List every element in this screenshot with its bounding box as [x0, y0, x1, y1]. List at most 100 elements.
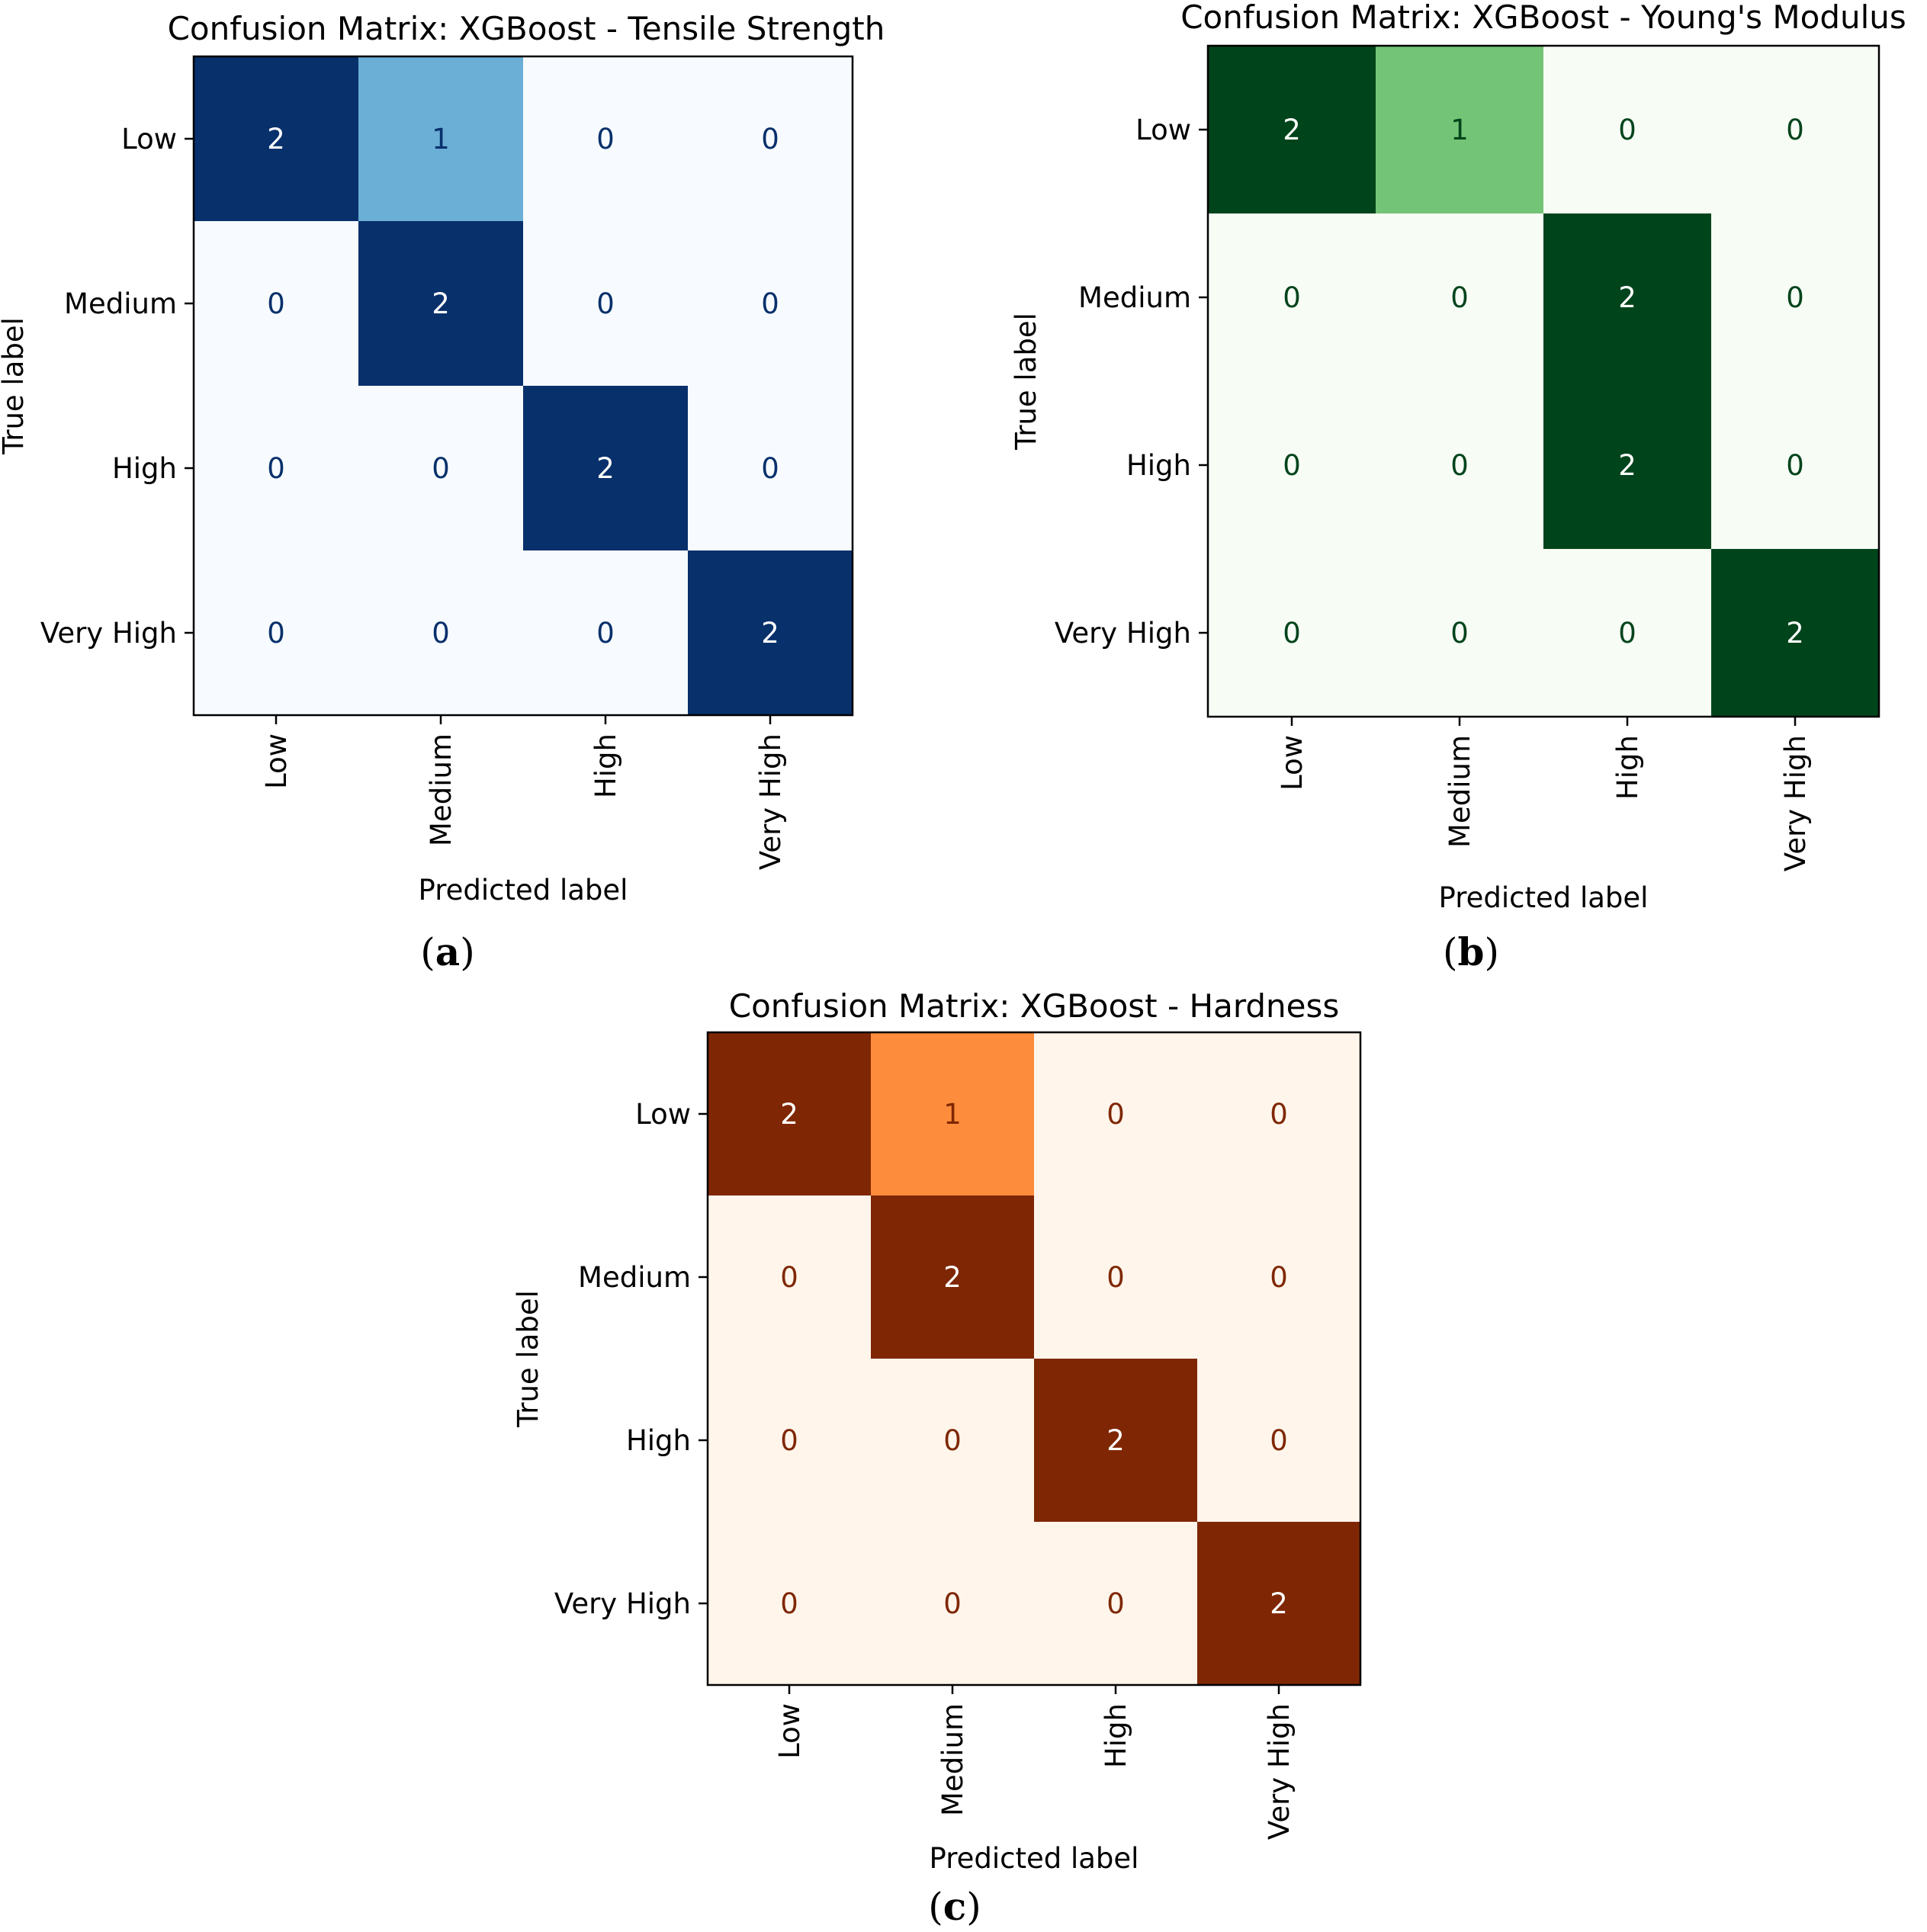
x-tick-label: Low: [773, 1703, 806, 1759]
cell-value-label: 0: [596, 123, 615, 156]
matrix-cell: [1711, 46, 1880, 214]
matrix-cell: [1208, 46, 1376, 214]
matrix-cell: [523, 550, 689, 716]
cell-value-label: 0: [1450, 617, 1469, 650]
caption-open-paren: (: [928, 1885, 943, 1929]
matrix-frame: [706, 1031, 1362, 1686]
matrix-cell: [1543, 381, 1712, 550]
cell-value-label: 0: [780, 1424, 798, 1457]
matrix-cell: [1208, 213, 1376, 382]
x-tick-label: Very High: [754, 733, 787, 870]
matrix-cell: [523, 386, 689, 551]
cell-value-label: 0: [1283, 449, 1301, 482]
x-axis-label: Predicted label: [1439, 881, 1649, 914]
cell-value-label: 0: [596, 287, 615, 320]
matrix-cell: [1034, 1032, 1198, 1196]
cell-value-label: 0: [596, 617, 615, 650]
cell-value-label: 2: [1786, 617, 1804, 650]
chart-title: Confusion Matrix: XGBoost - Tensile Stre…: [168, 10, 885, 47]
caption-open-paren: (: [1443, 930, 1458, 974]
cell-value-label: 0: [1106, 1098, 1125, 1131]
y-tick-label: Low: [635, 1098, 691, 1131]
caption-letter: b: [1458, 929, 1485, 974]
matrix-cell: [358, 550, 524, 716]
matrix-cell: [523, 221, 689, 387]
matrix-cell: [708, 1195, 872, 1359]
cell-value-label: 1: [943, 1098, 962, 1131]
matrix-cell: [358, 221, 524, 387]
cell-value-label: 0: [1618, 114, 1636, 146]
x-tick-label: Very High: [1779, 735, 1812, 871]
cell-value-label: 2: [432, 287, 450, 320]
matrix-cell: [708, 1522, 872, 1686]
cell-value-label: 2: [943, 1261, 962, 1294]
matrix-cell: [1197, 1195, 1361, 1359]
cell-value-label: 0: [1786, 449, 1804, 482]
y-tick-label: High: [1126, 449, 1191, 482]
cell-value-label: 2: [780, 1098, 798, 1131]
caption-close-paren: ): [1484, 930, 1499, 974]
y-tick-label: Low: [121, 123, 177, 156]
panel-caption: (a): [420, 929, 474, 974]
cell-value-label: 1: [1450, 114, 1469, 146]
matrix-cell: [1197, 1032, 1361, 1196]
matrix-cell: [871, 1032, 1035, 1196]
cell-value-label: 2: [1618, 449, 1636, 482]
matrix-cell: [1543, 46, 1712, 214]
matrix-cell: [688, 386, 853, 551]
cell-value-label: 0: [432, 617, 450, 650]
cell-value-label: 0: [1270, 1424, 1288, 1457]
matrix-cell: [871, 1359, 1035, 1523]
chart-title: Confusion Matrix: XGBoost - Hardness: [729, 987, 1339, 1025]
y-tick-label: Very High: [1055, 617, 1191, 650]
matrix-cell: [194, 221, 359, 387]
matrix-cell: [1208, 549, 1376, 717]
matrix-cell: [1034, 1195, 1198, 1359]
matrix-cell: [688, 550, 853, 716]
matrix-cell: [1197, 1522, 1361, 1686]
matrix-cell: [1711, 549, 1880, 717]
y-tick-label: Medium: [1078, 281, 1191, 314]
y-axis-label: True label: [512, 1290, 544, 1428]
cell-value-label: 0: [1618, 617, 1636, 650]
cell-value-label: 0: [1786, 281, 1804, 314]
matrix-cell: [1197, 1359, 1361, 1523]
confusion-matrix-panel-b: Confusion Matrix: XGBoost - Young's Modu…: [1010, 0, 1906, 974]
cell-value-label: 0: [1270, 1098, 1288, 1131]
y-tick-label: Low: [1135, 114, 1191, 146]
cell-value-label: 0: [943, 1587, 962, 1620]
matrix-cell: [1034, 1522, 1198, 1686]
cell-value-label: 0: [1270, 1261, 1288, 1294]
cell-value-label: 0: [1450, 449, 1469, 482]
matrix-cell: [1543, 549, 1712, 717]
y-tick-label: High: [112, 452, 177, 485]
matrix-cell: [871, 1522, 1035, 1686]
cell-value-label: 1: [432, 123, 450, 156]
caption-letter: a: [435, 929, 460, 974]
matrix-cell: [1376, 381, 1544, 550]
matrix-cell: [1034, 1359, 1198, 1523]
cell-value-label: 0: [267, 287, 285, 320]
cell-value-label: 2: [1270, 1587, 1288, 1620]
matrix-cell: [1711, 381, 1880, 550]
matrix-cell: [708, 1359, 872, 1523]
cell-value-label: 2: [1283, 114, 1301, 146]
y-tick-label: Very High: [40, 617, 177, 650]
matrix-cell: [358, 56, 524, 222]
matrix-cell: [871, 1195, 1035, 1359]
x-axis-label: Predicted label: [930, 1842, 1139, 1875]
cell-value-label: 0: [1450, 281, 1469, 314]
matrix-cell: [1208, 381, 1376, 550]
matrix-cell: [1376, 46, 1544, 214]
x-tick-label: Low: [1276, 735, 1309, 791]
y-tick-label: Very High: [554, 1587, 691, 1620]
matrix-cell: [194, 386, 359, 551]
x-axis-label: Predicted label: [419, 874, 628, 907]
matrix-frame: [1206, 44, 1880, 718]
cell-value-label: 0: [761, 123, 779, 156]
matrix-cell: [688, 56, 853, 222]
caption-close-paren: ): [460, 930, 475, 974]
matrix-cell: [523, 56, 689, 222]
matrix-cell: [194, 550, 359, 716]
x-tick-label: Medium: [425, 733, 458, 846]
